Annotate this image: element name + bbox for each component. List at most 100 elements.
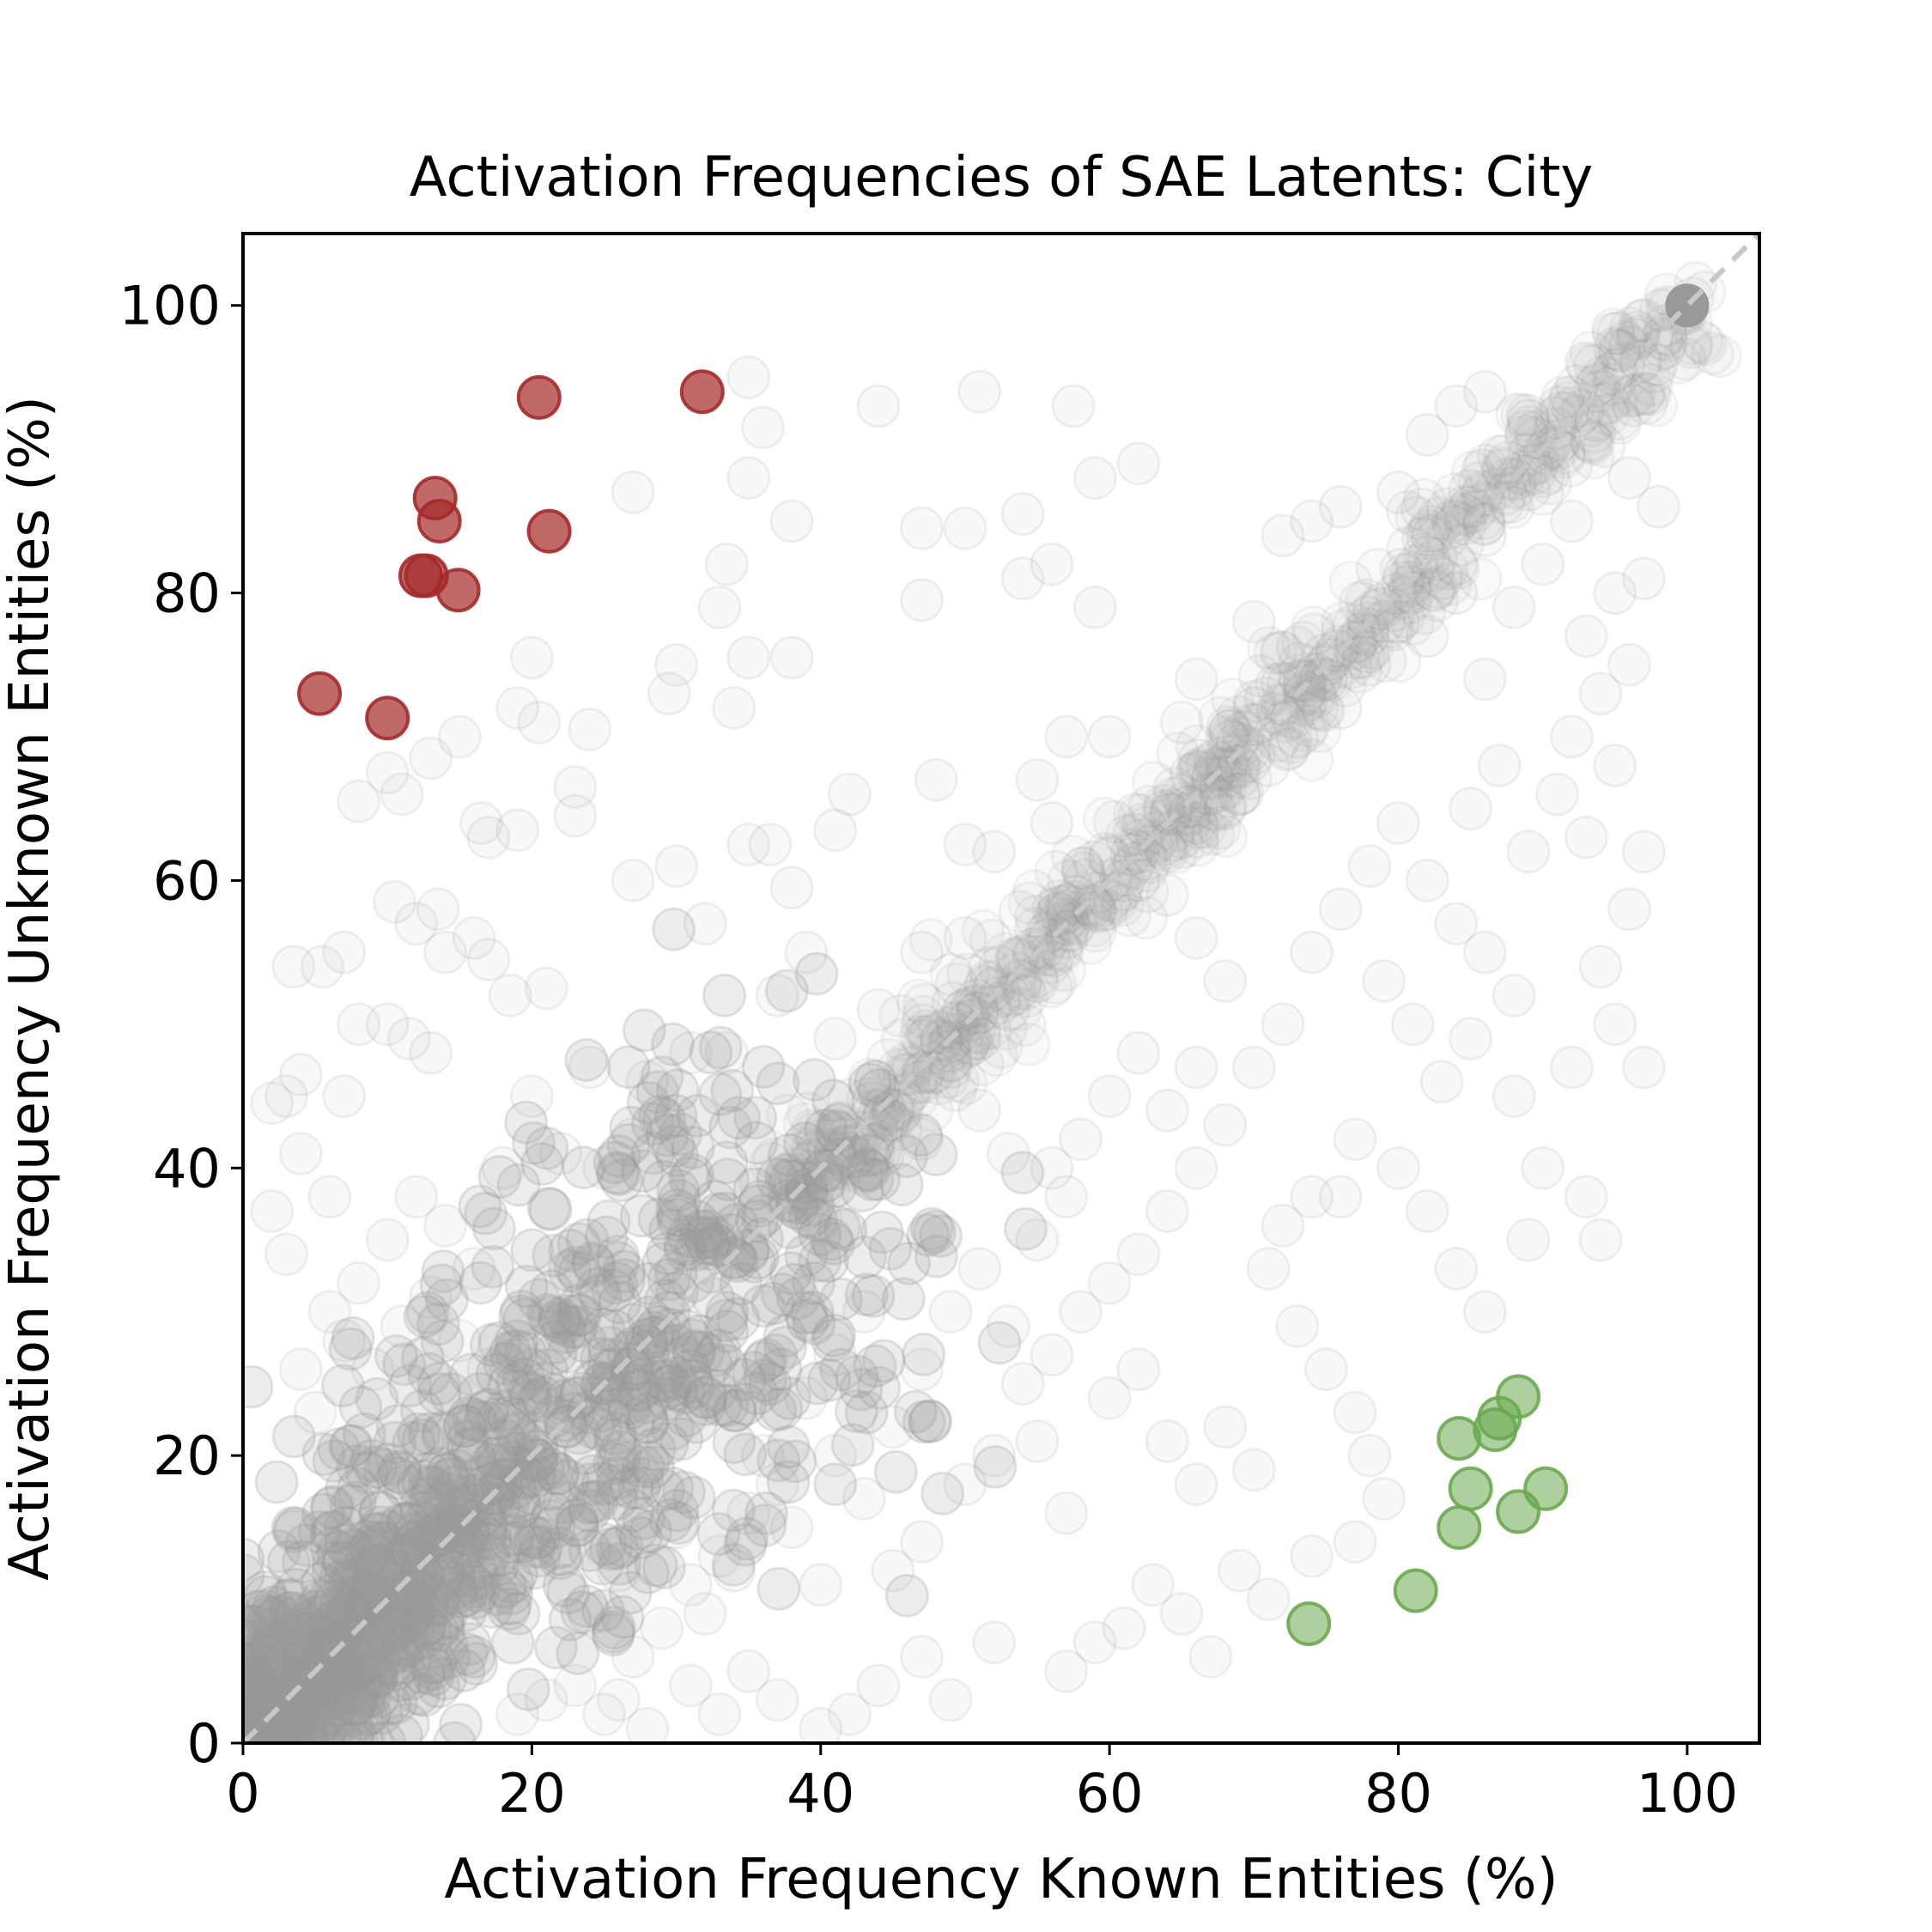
dense-point bbox=[705, 1309, 750, 1353]
dense-point bbox=[1265, 727, 1309, 772]
dense-point bbox=[1482, 434, 1527, 478]
x-tick-label: 80 bbox=[1364, 1762, 1432, 1825]
dense-point bbox=[1622, 371, 1667, 416]
dense-point bbox=[725, 1516, 769, 1561]
dense-point bbox=[1414, 537, 1459, 581]
latent-point bbox=[625, 1060, 670, 1104]
dense-point bbox=[1533, 424, 1577, 469]
dense-point bbox=[312, 1438, 356, 1483]
dense-point bbox=[631, 1131, 675, 1176]
dense-point bbox=[421, 1602, 465, 1647]
dense-point bbox=[252, 1678, 296, 1722]
dense-point bbox=[243, 1553, 265, 1597]
latent-point bbox=[1462, 1290, 1507, 1334]
dense-point bbox=[848, 1133, 892, 1177]
dense-point bbox=[320, 1672, 365, 1716]
dense-point bbox=[416, 1302, 461, 1346]
dense-point bbox=[306, 1680, 350, 1724]
dense-point bbox=[527, 1467, 572, 1511]
dense-point bbox=[916, 1061, 961, 1106]
dense-point bbox=[349, 1579, 393, 1624]
dense-point bbox=[246, 1721, 289, 1743]
dense-point bbox=[640, 1055, 684, 1100]
dense-point bbox=[452, 1635, 496, 1680]
dense-point bbox=[594, 1477, 639, 1522]
latent-point bbox=[1333, 1390, 1377, 1435]
dense-point bbox=[373, 1560, 417, 1605]
dense-point bbox=[683, 1382, 727, 1426]
latent-point bbox=[1030, 1145, 1074, 1190]
latent-point bbox=[1303, 1347, 1348, 1392]
dense-point bbox=[764, 1152, 809, 1197]
dense-point bbox=[247, 1644, 291, 1689]
dense-point bbox=[956, 984, 1000, 1029]
dense-point bbox=[1545, 391, 1589, 435]
dense-point bbox=[1061, 851, 1106, 895]
dense-point bbox=[578, 1273, 623, 1318]
dense-point bbox=[508, 1372, 553, 1417]
dense-point bbox=[694, 1333, 738, 1377]
dense-point bbox=[256, 1721, 301, 1743]
dense-point bbox=[995, 935, 1040, 979]
dense-point bbox=[260, 1649, 305, 1694]
dense-point bbox=[606, 1330, 651, 1375]
dense-point bbox=[972, 965, 1017, 1010]
latent-point bbox=[654, 844, 699, 889]
dense-point bbox=[504, 1264, 549, 1309]
dense-point bbox=[896, 1074, 940, 1119]
dense-point bbox=[275, 1707, 319, 1743]
dense-point bbox=[354, 1511, 398, 1556]
dense-point bbox=[1047, 902, 1091, 947]
dense-point bbox=[653, 1093, 698, 1138]
dense-point bbox=[570, 1405, 615, 1449]
dense-point bbox=[819, 1347, 864, 1392]
dense-point bbox=[1227, 728, 1272, 773]
dense-point bbox=[419, 1507, 464, 1552]
dense-point bbox=[1150, 787, 1194, 832]
dense-point bbox=[396, 1463, 440, 1508]
dense-point bbox=[441, 1648, 486, 1692]
dense-point bbox=[477, 1442, 521, 1486]
dense-point bbox=[1167, 791, 1212, 835]
dense-point bbox=[892, 1061, 937, 1105]
dense-point bbox=[274, 1506, 318, 1551]
dense-point bbox=[326, 1654, 371, 1698]
dense-point bbox=[427, 1636, 471, 1680]
dense-point bbox=[611, 1488, 655, 1533]
dense-point bbox=[1004, 1206, 1048, 1251]
dense-point bbox=[763, 1325, 807, 1370]
dense-point bbox=[463, 1400, 507, 1444]
dense-point bbox=[1011, 927, 1055, 971]
dense-point bbox=[1407, 508, 1451, 553]
latent-point bbox=[928, 1290, 973, 1334]
dense-point bbox=[397, 1583, 441, 1627]
latent-point bbox=[972, 829, 1017, 874]
dense-point bbox=[355, 1376, 399, 1421]
dense-point bbox=[431, 1548, 476, 1593]
dense-point bbox=[333, 1648, 378, 1692]
dense-point bbox=[1291, 605, 1335, 649]
dense-point bbox=[402, 1604, 447, 1649]
dense-point bbox=[655, 1068, 700, 1113]
dense-point bbox=[686, 1222, 730, 1266]
dense-point bbox=[1124, 837, 1169, 882]
dense-point bbox=[597, 1152, 641, 1196]
dense-point bbox=[453, 1576, 496, 1620]
dense-point bbox=[391, 1629, 435, 1674]
dense-point bbox=[1082, 796, 1127, 841]
dense-point bbox=[273, 1695, 318, 1740]
dense-point bbox=[1394, 544, 1438, 588]
dense-point bbox=[944, 987, 988, 1031]
dense-point bbox=[253, 1617, 298, 1662]
dense-point bbox=[1355, 547, 1400, 592]
dense-point bbox=[1566, 343, 1611, 388]
dense-point bbox=[243, 1660, 265, 1704]
dense-point bbox=[683, 1215, 727, 1260]
dense-point bbox=[299, 1579, 343, 1623]
dense-point bbox=[423, 1656, 468, 1701]
latent-point bbox=[1072, 585, 1117, 629]
latent-point bbox=[1131, 1563, 1176, 1607]
dense-point bbox=[266, 1710, 311, 1743]
dense-point bbox=[617, 1466, 661, 1510]
dense-point bbox=[1412, 567, 1456, 611]
